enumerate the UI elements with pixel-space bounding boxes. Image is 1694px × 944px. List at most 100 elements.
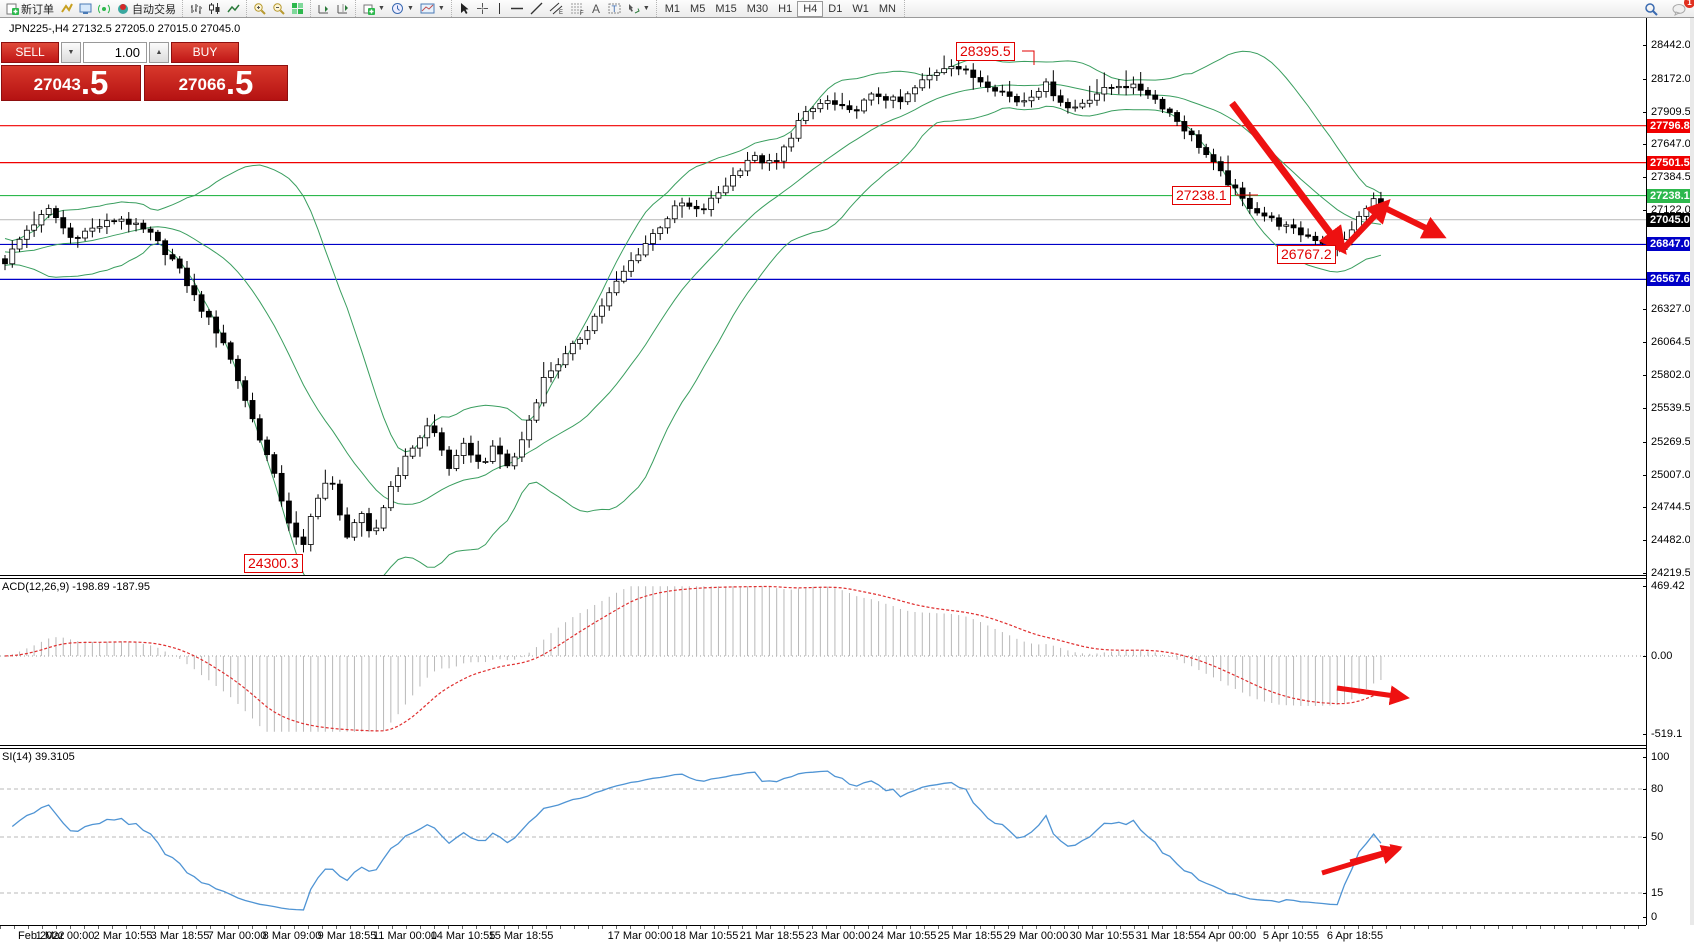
toolbar-group-trade: 新订单 自动交易	[0, 0, 183, 17]
volume-input[interactable]	[83, 42, 147, 63]
new-order-button[interactable]: 新订单	[3, 1, 57, 17]
price-annotation[interactable]: 27238.1	[1172, 186, 1231, 205]
timeframe-d1[interactable]: D1	[828, 2, 843, 15]
timeframe-m30[interactable]: M30	[746, 2, 769, 15]
signals-button[interactable]	[95, 1, 114, 17]
panel-separator[interactable]	[0, 575, 1646, 579]
fibonacci-button[interactable]: F	[567, 1, 588, 17]
timeframe-h1[interactable]: H1	[778, 2, 793, 15]
arrows-button[interactable]: ▼	[624, 1, 653, 17]
price-tick: 25269.5	[1651, 436, 1691, 448]
bar-chart-button[interactable]	[186, 1, 205, 17]
level-price-label: 26567.6	[1647, 272, 1691, 287]
trend-arrows	[1229, 100, 1447, 255]
sell-price-main: 27043	[33, 75, 81, 94]
main-chart-svg[interactable]	[0, 18, 1646, 599]
price-tick: 27647.0	[1651, 138, 1691, 150]
equidistant-channel-button[interactable]: E	[546, 1, 567, 17]
cursor-button[interactable]	[455, 1, 473, 17]
fibonacci-icon: F	[570, 3, 584, 15]
sell-button[interactable]: SELL	[1, 42, 59, 63]
line-chart-button[interactable]	[224, 1, 243, 17]
price-tick: 28442.0	[1651, 39, 1691, 51]
crosshair-button[interactable]	[473, 1, 492, 17]
candlestick-chart-button[interactable]	[205, 1, 224, 17]
toolbar-group-scroll	[311, 0, 356, 17]
macd-tick: -519.1	[1651, 727, 1683, 740]
price-axis[interactable]: 28442.0 28172.0 27909.5 27647.0 27384.5 27122…	[1643, 18, 1691, 925]
templates-button[interactable]: ▼	[417, 1, 448, 17]
auto-scroll-button[interactable]	[314, 1, 333, 17]
time-tick-label: 5 Apr 10:55	[1262, 930, 1320, 942]
autotrading-button[interactable]: 自动交易	[114, 1, 179, 17]
panel-separator[interactable]	[0, 745, 1646, 749]
time-tick-label: 31 Mar 18:55	[1135, 930, 1201, 942]
new-order-label: 新订单	[21, 3, 54, 16]
volume-increase-button[interactable]: ▲	[149, 42, 169, 63]
timeframe-m1[interactable]: M1	[664, 2, 681, 15]
terminal-button[interactable]	[76, 1, 95, 17]
zoom-out-button[interactable]	[269, 1, 288, 17]
zoom-out-icon	[273, 3, 285, 15]
periods-caret-icon: ▼	[406, 5, 414, 12]
trendline-icon	[530, 2, 543, 15]
price-tick: 26327.0	[1651, 303, 1691, 315]
time-tick-label: 25 Mar 18:55	[937, 930, 1003, 942]
price-tick: 28172.0	[1651, 73, 1691, 85]
notification-badge: 1	[1684, 0, 1694, 8]
macd-chart-svg[interactable]	[0, 579, 1646, 745]
time-tick-label: 24 Mar 10:55	[871, 930, 937, 942]
macd-signal-line	[4, 585, 1382, 732]
tile-windows-button[interactable]	[288, 1, 307, 17]
buy-price-box[interactable]: 27066.5	[144, 65, 288, 101]
price-tick: 27384.5	[1651, 171, 1691, 183]
volume-decrease-button[interactable]: ▼	[61, 42, 81, 63]
time-tick-label: 23 Mar 00:00	[805, 930, 871, 942]
text-button[interactable]: A	[588, 1, 605, 17]
level-price-label: 26847.0	[1647, 237, 1691, 252]
trend-arrows	[1336, 685, 1410, 706]
vertical-line-button[interactable]	[492, 1, 507, 17]
sell-price-box[interactable]: 27043.5	[1, 65, 141, 101]
indicators-icon	[363, 4, 375, 15]
chat-bubble-icon	[1672, 3, 1686, 16]
trendline-button[interactable]	[527, 1, 546, 17]
text-label-button[interactable]: T	[605, 1, 624, 17]
timeframe-group: M1 M5 M15 M30 H1 H4 D1 W1 MN	[657, 0, 905, 17]
rsi-tick: 15	[1651, 887, 1664, 899]
timeframe-h4[interactable]: H4	[797, 0, 824, 17]
time-tick-label: 30 Mar 10:55	[1069, 930, 1135, 942]
macd-histogram	[11, 586, 1382, 732]
svg-text:A: A	[592, 2, 600, 15]
indicators-button[interactable]: ▼	[359, 1, 388, 17]
buy-button[interactable]: BUY	[171, 42, 239, 63]
price-annotation[interactable]: 24300.3	[244, 554, 303, 573]
timeframe-mn[interactable]: MN	[878, 2, 896, 15]
price-annotation[interactable]: 28395.5	[956, 42, 1015, 61]
zoom-in-icon	[254, 3, 266, 15]
chart-shift-button[interactable]	[333, 1, 352, 17]
autotrading-label: 自动交易	[132, 3, 176, 16]
timeframe-m5[interactable]: M5	[690, 2, 706, 15]
candles	[2, 55, 1384, 553]
candlestick-chart-icon	[209, 3, 220, 14]
time-tick-label: 1 Mar 00:00	[35, 930, 95, 942]
time-axis[interactable]: Feb 2022 1 Mar 00:00 2 Mar 10:55 3 Mar 18:5…	[0, 925, 1646, 944]
market-depth-icon	[61, 3, 73, 13]
search-button[interactable]	[1641, 1, 1661, 17]
periods-button[interactable]: ▼	[388, 1, 417, 17]
price-tick: 27909.5	[1651, 106, 1691, 118]
toolbar-right: 1	[1641, 0, 1694, 18]
zoom-in-button[interactable]	[250, 1, 269, 17]
rsi-chart-svg[interactable]	[0, 749, 1646, 925]
price-annotation[interactable]: 26767.2	[1277, 245, 1336, 264]
one-click-trading-widget: SELL ▼ ▲ BUY 27043.5 27066.5	[1, 42, 291, 101]
buy-price-main: 27066	[178, 75, 226, 94]
market-watch-button[interactable]	[57, 1, 76, 17]
timeframe-w1[interactable]: W1	[852, 2, 869, 15]
timeframe-m15[interactable]: M15	[715, 2, 737, 15]
horizontal-line-button[interactable]	[507, 1, 527, 17]
rsi-indicator-label: SI(14) 39.3105	[2, 751, 75, 763]
symbol-ohlc-info: JPN225-,H4 27132.5 27205.0 27015.0 27045…	[9, 23, 241, 35]
notifications-button[interactable]: 1	[1669, 0, 1694, 17]
